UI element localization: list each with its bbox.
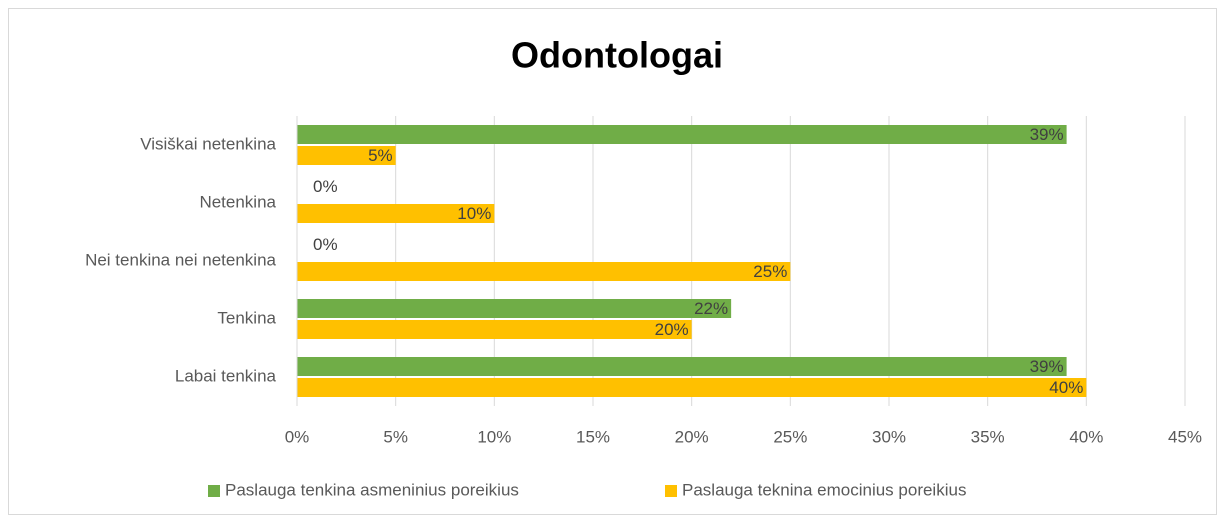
data-label: 39%	[1030, 357, 1064, 376]
legend-label: Paslauga tenkina asmeninius poreikius	[225, 480, 519, 499]
x-tick-label: 40%	[1069, 427, 1103, 446]
x-tick-label: 35%	[971, 427, 1005, 446]
y-tick-label: Nei tenkina nei netenkina	[85, 250, 276, 269]
y-tick-label: Labai tenkina	[175, 366, 277, 385]
data-label: 5%	[368, 146, 393, 165]
legend-label: Paslauga teknina emocinius poreikius	[682, 480, 966, 499]
bar	[297, 378, 1087, 397]
chart-border	[8, 8, 1217, 515]
y-tick-label: Tenkina	[217, 308, 276, 327]
bar	[297, 357, 1067, 376]
bar	[297, 125, 1067, 144]
x-tick-label: 30%	[872, 427, 906, 446]
data-label: 20%	[655, 320, 689, 339]
bar	[297, 262, 791, 281]
chart-title: Odontologai	[511, 35, 723, 76]
x-tick-label: 45%	[1168, 427, 1202, 446]
x-tick-label: 20%	[675, 427, 709, 446]
x-tick-label: 0%	[285, 427, 310, 446]
data-label: 0%	[313, 177, 338, 196]
legend-swatch	[208, 485, 220, 497]
bar	[297, 320, 692, 339]
legend-swatch	[665, 485, 677, 497]
y-tick-label: Netenkina	[199, 192, 276, 211]
bar	[297, 204, 495, 223]
data-label: 40%	[1049, 378, 1083, 397]
x-tick-label: 5%	[383, 427, 408, 446]
data-label: 22%	[694, 299, 728, 318]
x-tick-label: 25%	[773, 427, 807, 446]
data-label: 0%	[313, 235, 338, 254]
x-tick-label: 15%	[576, 427, 610, 446]
bar	[297, 299, 732, 318]
y-tick-label: Visiškai netenkina	[140, 134, 276, 153]
data-label: 25%	[753, 262, 787, 281]
bar	[297, 146, 396, 165]
data-label: 10%	[457, 204, 491, 223]
x-tick-label: 10%	[477, 427, 511, 446]
data-label: 39%	[1030, 125, 1064, 144]
